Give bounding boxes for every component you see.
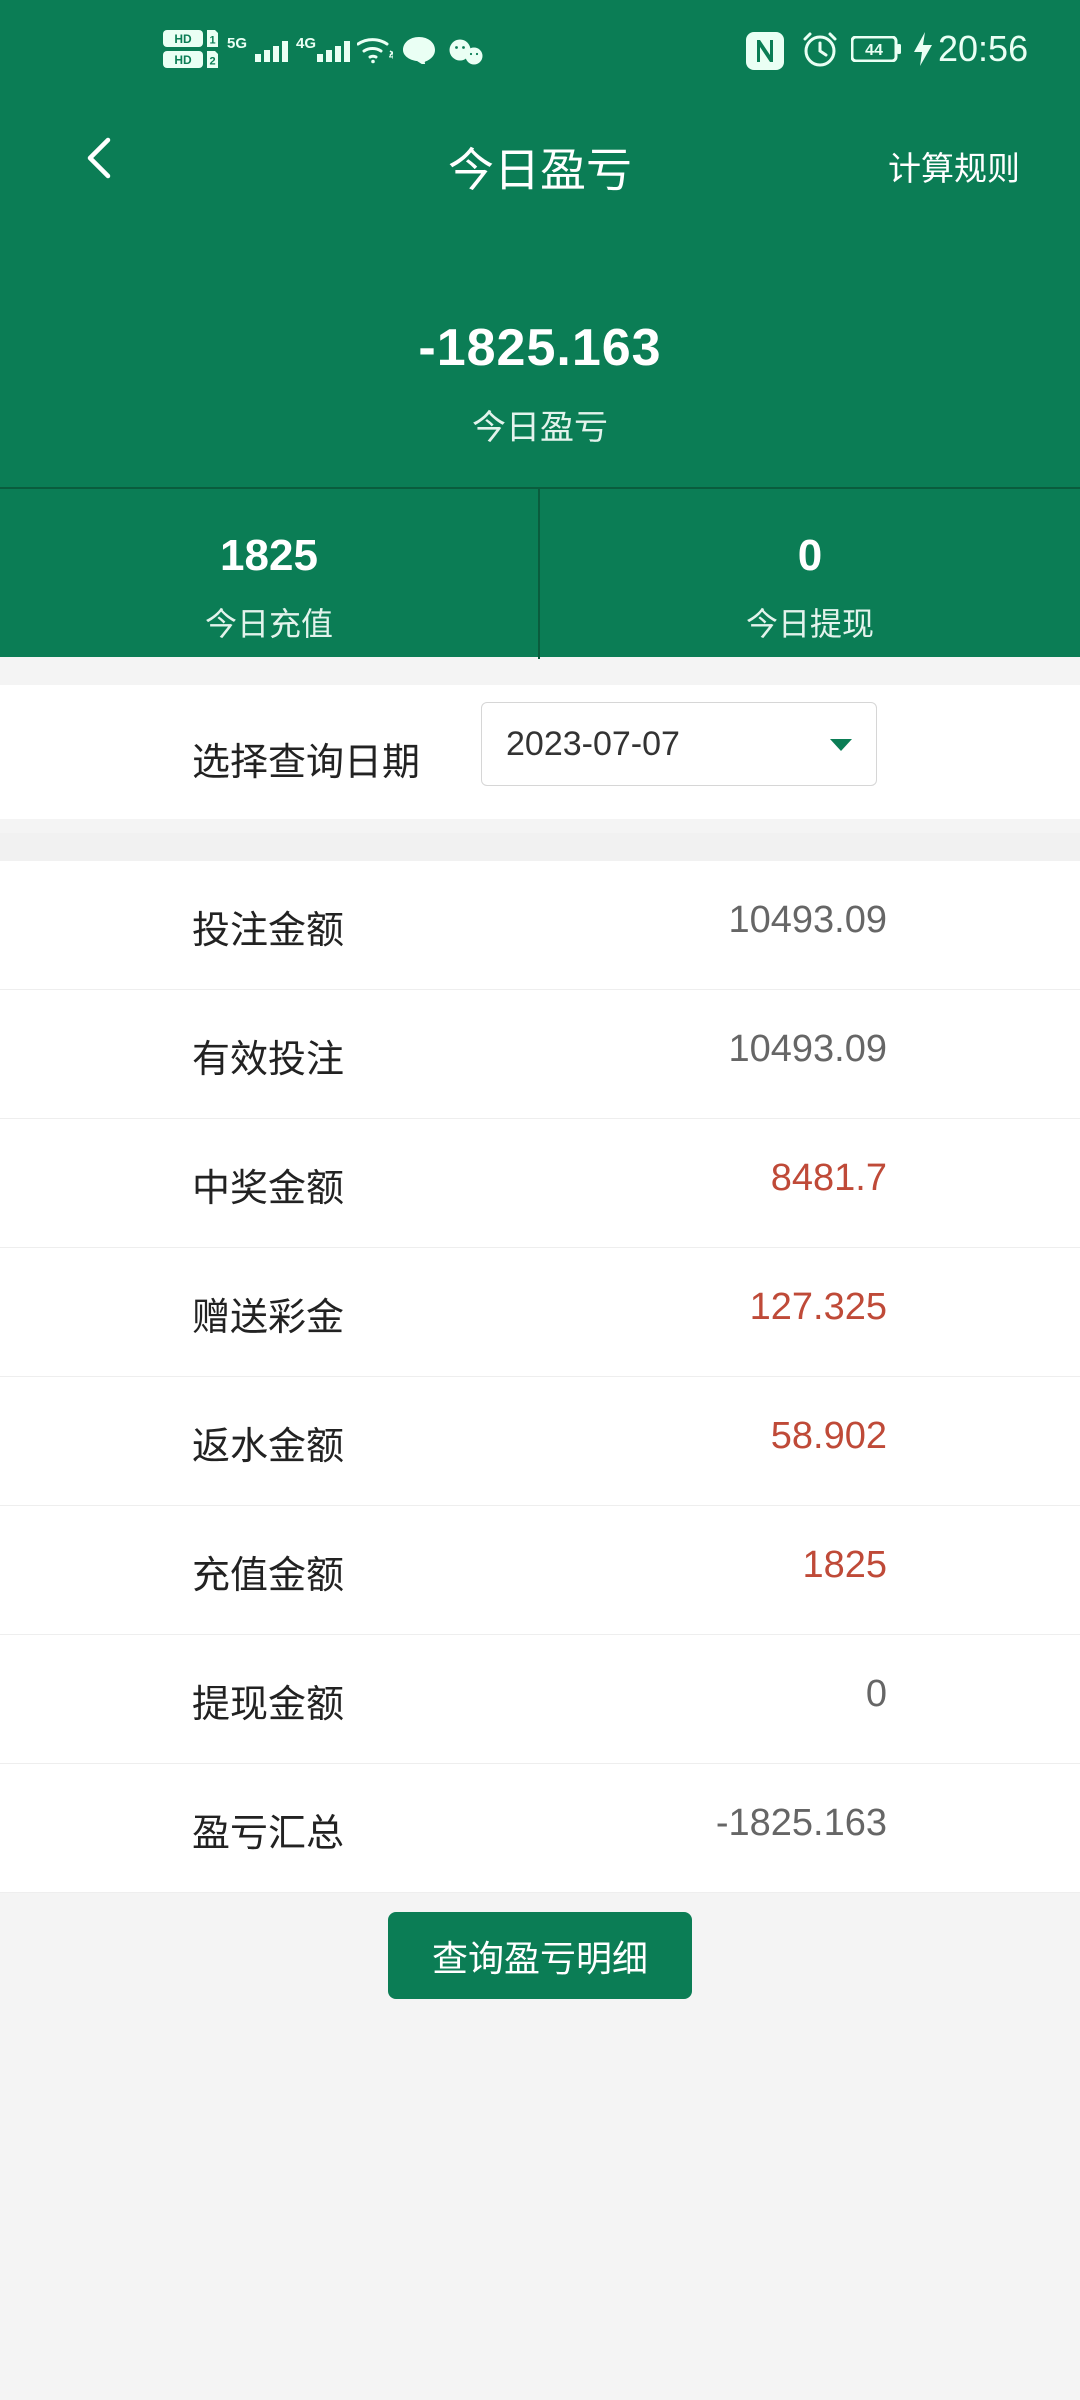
svg-text:1: 1 <box>209 35 215 47</box>
svg-text:2: 2 <box>209 56 215 68</box>
svg-text:HD: HD <box>174 32 192 46</box>
svg-text:HD: HD <box>174 53 192 67</box>
svg-text:44: 44 <box>865 42 883 59</box>
